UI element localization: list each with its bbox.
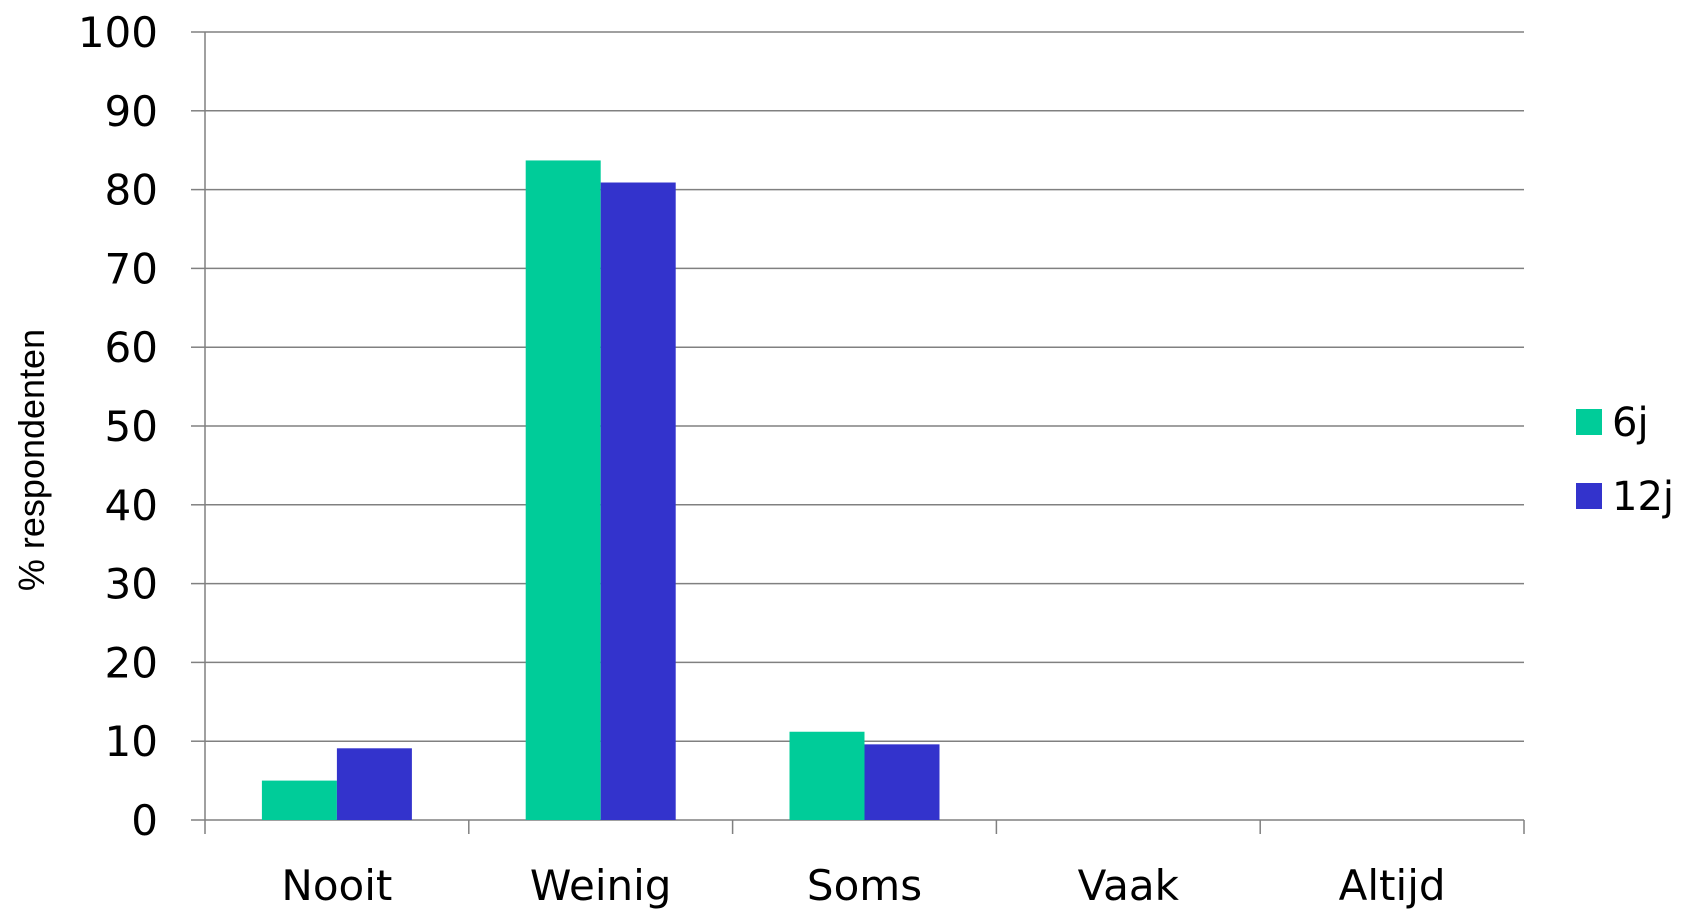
bar-6j-nooit [261, 780, 337, 820]
y-tick-label: 70 [105, 244, 158, 293]
bar-12j-soms [864, 744, 940, 820]
y-tick-label: 50 [105, 402, 158, 451]
y-tick-label: 30 [105, 560, 158, 609]
y-tick-label: 20 [105, 638, 158, 687]
y-tick-labels: 0 10 20 30 40 50 60 70 80 90 100 [78, 8, 158, 845]
x-category-label: Altijd [1339, 861, 1446, 910]
y-tick-label: 90 [105, 87, 158, 136]
x-category-labels: Nooit Weinig Soms Vaak Altijd [281, 861, 1445, 910]
legend: 6j 12j [1576, 400, 1674, 520]
x-category-label: Nooit [281, 861, 392, 910]
y-tick-label: 0 [131, 796, 158, 845]
y-tick-label: 10 [105, 717, 158, 766]
gridlines [205, 31, 1524, 742]
x-category-label: Vaak [1078, 861, 1180, 910]
axes [191, 31, 1525, 834]
bars [261, 160, 940, 821]
legend-swatch-12j [1576, 483, 1602, 509]
y-tick-label: 80 [105, 166, 158, 215]
bar-6j-weinig [525, 160, 601, 821]
bar-6j-soms [789, 731, 865, 820]
y-tick-label: 40 [105, 481, 158, 530]
x-category-label: Soms [807, 861, 922, 910]
legend-label-12j: 12j [1612, 474, 1674, 520]
bar-12j-weinig [600, 182, 676, 820]
legend-swatch-6j [1576, 409, 1602, 435]
y-tick-label: 100 [78, 8, 158, 57]
legend-label-6j: 6j [1612, 400, 1649, 446]
x-category-label: Weinig [530, 861, 672, 910]
y-axis-title: % respondenten [11, 329, 52, 591]
y-tick-label: 60 [105, 323, 158, 372]
bar-12j-nooit [336, 748, 412, 820]
